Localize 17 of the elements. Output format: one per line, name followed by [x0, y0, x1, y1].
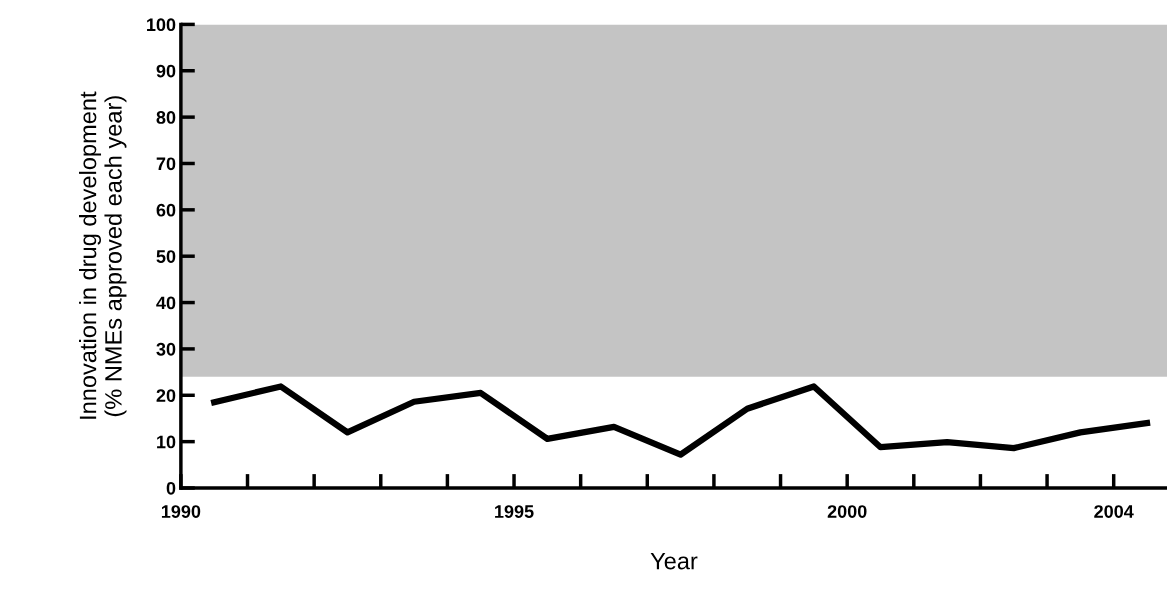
y-tick-label: 30 — [156, 342, 176, 356]
x-tick-label: 2004 — [1094, 505, 1134, 518]
x-tick-label: 1995 — [495, 505, 534, 518]
x-tick-label: 2000 — [827, 505, 867, 518]
y-tick-label: 80 — [156, 111, 176, 124]
y-tick-label: 70 — [156, 157, 176, 171]
y-tick-label: 10 — [157, 435, 176, 449]
x-tick-label: 1990 — [161, 505, 201, 518]
y-axis-title: Innovation in drug development (% NMEs approved each year) — [79, 91, 127, 419]
y-tick-label: 0 — [166, 481, 176, 495]
y-tick-label: 90 — [156, 64, 176, 78]
x-axis-title: Year — [650, 552, 698, 570]
y-tick-label: 20 — [156, 389, 176, 402]
y-tick-label: 60 — [156, 203, 176, 217]
y-tick-label: 100 — [147, 18, 176, 32]
y-tick-label: 50 — [156, 250, 176, 263]
y-tick-label: 40 — [156, 296, 176, 310]
